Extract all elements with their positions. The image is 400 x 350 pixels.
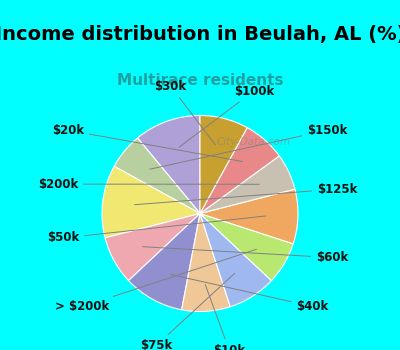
Wedge shape	[114, 138, 200, 214]
Wedge shape	[200, 214, 293, 281]
Text: $125k: $125k	[135, 182, 357, 205]
Wedge shape	[200, 189, 298, 244]
Text: $30k: $30k	[154, 79, 215, 145]
Wedge shape	[102, 166, 200, 238]
Text: City-Data.com: City-Data.com	[217, 137, 291, 147]
Wedge shape	[138, 116, 200, 214]
Text: Income distribution in Beulah, AL (%): Income distribution in Beulah, AL (%)	[0, 25, 400, 44]
Text: $75k: $75k	[140, 273, 235, 350]
Text: $20k: $20k	[52, 124, 243, 162]
Text: $40k: $40k	[170, 274, 329, 313]
Wedge shape	[200, 214, 272, 307]
Text: $10k: $10k	[205, 285, 246, 350]
Text: $50k: $50k	[47, 216, 266, 245]
Wedge shape	[200, 116, 247, 214]
Text: $200k: $200k	[38, 177, 259, 191]
Wedge shape	[105, 214, 200, 281]
Wedge shape	[128, 214, 200, 310]
Wedge shape	[200, 128, 279, 214]
Text: $100k: $100k	[179, 84, 274, 147]
Text: $150k: $150k	[150, 124, 348, 169]
Text: $60k: $60k	[143, 247, 348, 264]
Text: Multirace residents: Multirace residents	[117, 73, 283, 88]
Wedge shape	[182, 214, 230, 312]
Wedge shape	[200, 156, 295, 214]
Text: > $200k: > $200k	[55, 249, 256, 313]
